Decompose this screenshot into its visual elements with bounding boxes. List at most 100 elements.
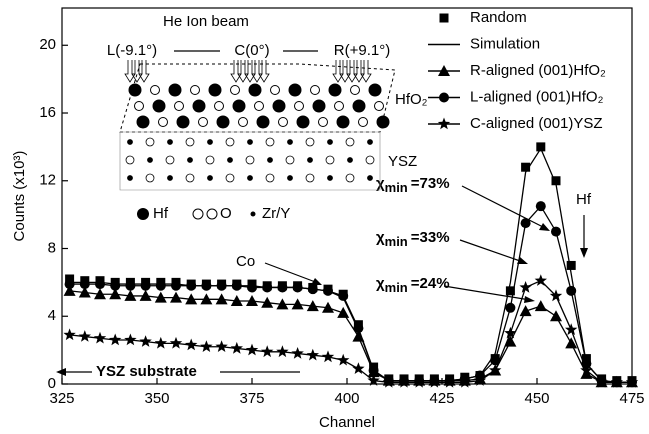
inset-title: He Ion beam xyxy=(163,13,249,30)
atom xyxy=(227,157,233,163)
marker-circle xyxy=(186,280,197,291)
y-tick-label: 16 xyxy=(39,104,56,121)
atom xyxy=(167,175,173,181)
annotation: YSZ substrate xyxy=(96,363,197,380)
marker-star xyxy=(154,336,167,349)
legend-label: C-aligned (001)YSZ xyxy=(470,115,603,132)
atom xyxy=(225,137,235,147)
marker-triangle xyxy=(306,300,319,312)
marker-circle xyxy=(307,284,318,295)
atom xyxy=(287,175,293,181)
x-tick-label: 375 xyxy=(239,390,264,407)
atom xyxy=(328,83,342,97)
inset-label: C(0°) xyxy=(234,42,269,59)
atom xyxy=(207,139,213,145)
y-tick-label: 20 xyxy=(39,36,56,53)
atom xyxy=(310,85,320,95)
atom xyxy=(272,99,286,113)
y-tick-label: 12 xyxy=(39,172,56,189)
marker-circle xyxy=(353,323,364,334)
atom xyxy=(327,139,333,145)
atom xyxy=(345,137,355,147)
atom xyxy=(208,83,222,97)
marker-star xyxy=(413,375,426,388)
marker-square xyxy=(581,354,591,364)
atom xyxy=(327,175,333,181)
marker-circle xyxy=(292,282,303,293)
chi-label: χmin =73% xyxy=(376,175,450,195)
marker-star xyxy=(185,338,198,351)
marker-star xyxy=(473,374,487,386)
atom xyxy=(216,115,230,129)
atom xyxy=(367,175,373,181)
atom xyxy=(305,137,315,147)
atoms xyxy=(124,60,390,183)
marker-star xyxy=(93,331,107,344)
marker-square xyxy=(566,260,576,270)
inset-label: R(+9.1°) xyxy=(334,42,390,59)
atom xyxy=(147,157,153,163)
atom xyxy=(367,139,373,145)
marker-star xyxy=(321,350,335,363)
marker-star xyxy=(595,375,608,388)
atom xyxy=(278,117,288,127)
x-tick-label: 450 xyxy=(524,390,549,407)
marker-triangle xyxy=(63,284,76,296)
chi-sub: min xyxy=(385,180,408,195)
x-tick-label: 350 xyxy=(144,390,169,407)
marker-star xyxy=(63,328,76,341)
atom xyxy=(150,85,160,95)
arrow-head xyxy=(539,223,550,231)
marker-triangle xyxy=(124,289,137,301)
marker-triangle xyxy=(154,291,167,303)
atom xyxy=(248,83,262,97)
atom xyxy=(265,173,275,183)
atom xyxy=(230,85,240,95)
legend-label: R-aligned (001)HfO₂ xyxy=(470,62,606,79)
atom xyxy=(267,157,273,163)
marker-triangle xyxy=(276,298,289,310)
atom xyxy=(198,117,208,127)
marker-circle xyxy=(505,302,516,313)
marker-square xyxy=(536,142,546,152)
marker-triangle xyxy=(337,306,350,318)
marker-circle xyxy=(110,280,121,291)
marker-star xyxy=(352,362,365,374)
marker-circle xyxy=(125,280,136,291)
marker-circle xyxy=(439,92,449,103)
marker-triangle xyxy=(550,310,562,322)
y-axis-label: Counts (x10³) xyxy=(11,151,28,242)
marker-star xyxy=(610,375,623,388)
marker-circle xyxy=(216,280,227,291)
atom xyxy=(207,175,213,181)
key-dot xyxy=(206,208,218,220)
atom xyxy=(190,85,200,95)
atom xyxy=(185,173,195,183)
marker-star xyxy=(245,343,259,356)
marker-star xyxy=(276,345,289,358)
atom xyxy=(176,115,190,129)
beam-arrow xyxy=(360,60,372,83)
marker-circle xyxy=(581,358,592,369)
atom xyxy=(167,139,173,145)
marker-star xyxy=(215,340,228,352)
marker-triangle xyxy=(291,298,304,310)
series-line xyxy=(69,147,632,383)
marker-star xyxy=(124,333,137,346)
atom xyxy=(270,85,280,95)
atom xyxy=(168,83,182,97)
y-tick-label: 8 xyxy=(48,239,56,256)
atom xyxy=(296,115,310,129)
x-tick-label: 475 xyxy=(619,390,644,407)
marker-triangle xyxy=(261,296,274,308)
atom xyxy=(145,173,155,183)
beam-arrow xyxy=(339,60,351,83)
marker-triangle xyxy=(94,288,106,300)
atom xyxy=(192,99,206,113)
atom xyxy=(127,139,133,145)
marker-circle xyxy=(535,201,546,212)
atom xyxy=(307,157,313,163)
marker-star xyxy=(169,336,183,349)
marker-star xyxy=(428,375,441,388)
chi-symbol: χ xyxy=(376,229,385,246)
